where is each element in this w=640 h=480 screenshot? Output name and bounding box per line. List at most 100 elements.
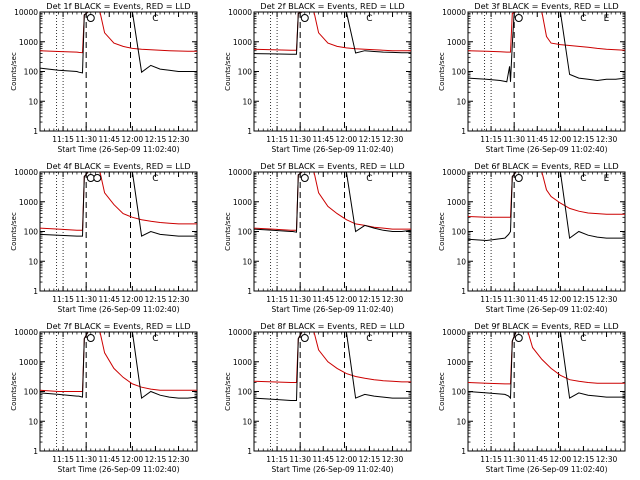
panel-title: Det 9f BLACK = Events, RED = LLD xyxy=(474,321,618,331)
y-tick-label: 10000 xyxy=(442,328,466,337)
event-marker-circle xyxy=(514,174,523,182)
x-tick-label: 11:15 xyxy=(480,455,502,464)
y-axis-label: Counts/sec xyxy=(438,52,446,91)
y-axis-label: Counts/sec xyxy=(438,372,446,411)
detector-panel-2: Det 2f BLACK = Events, RED = LLD 1 10 100 10… xyxy=(224,1,412,154)
x-tick-label: 11:30 xyxy=(289,135,311,144)
x-tick-label: 11:30 xyxy=(289,455,311,464)
series-line-lld xyxy=(253,331,411,383)
x-tick-label: 11:15 xyxy=(266,295,288,304)
y-tick-label: 10000 xyxy=(442,8,466,17)
x-tick-label: 12:30 xyxy=(382,455,404,464)
panel-title: Det 5f BLACK = Events, RED = LLD xyxy=(260,161,404,171)
x-axis-label: Start Time (26-Sep-09 11:02:40) xyxy=(486,465,608,474)
x-tick-label: 12:30 xyxy=(382,295,404,304)
event-marker-label: C xyxy=(366,14,372,24)
detector-panel-1: Det 1f BLACK = Events, RED = LLD 1 10 100 10… xyxy=(10,1,198,154)
x-tick-label: 11:45 xyxy=(526,455,548,464)
y-tick-label: 1000 xyxy=(447,38,466,47)
x-tick-label: 12:30 xyxy=(596,455,618,464)
detector-panel-9: Det 9f BLACK = Events, RED = LLD 1 10 100 10… xyxy=(438,321,626,474)
series-line-lld xyxy=(39,11,197,54)
event-marker-label: C xyxy=(580,334,586,344)
x-tick-label: 11:15 xyxy=(266,135,288,144)
y-tick-label: 10 xyxy=(242,417,252,426)
y-tick-label: 100 xyxy=(452,228,467,237)
x-tick-label: 12:00 xyxy=(550,135,572,144)
x-tick-label: 12:00 xyxy=(336,135,358,144)
x-tick-label: 12:30 xyxy=(168,455,190,464)
series-line-events xyxy=(39,331,198,399)
y-tick-label: 1 xyxy=(33,447,38,456)
x-tick-label: 11:45 xyxy=(312,455,334,464)
x-tick-label: 11:45 xyxy=(526,135,548,144)
event-marker-label: E xyxy=(604,174,610,184)
y-axis-label: Counts/sec xyxy=(224,52,232,91)
event-marker-circle xyxy=(86,14,95,22)
x-tick-label: 12:30 xyxy=(382,135,404,144)
event-marker-circle xyxy=(300,174,309,182)
series-line-events xyxy=(467,11,626,83)
x-tick-label: 12:30 xyxy=(168,135,190,144)
y-tick-label: 10000 xyxy=(442,168,466,177)
x-tick-label: 11:45 xyxy=(98,295,120,304)
x-tick-label: 12:15 xyxy=(573,135,595,144)
x-tick-label: 12:30 xyxy=(168,295,190,304)
y-tick-label: 1000 xyxy=(447,198,466,207)
x-tick-label: 11:45 xyxy=(312,295,334,304)
plot-frame xyxy=(253,11,412,132)
event-marker-label: C xyxy=(152,334,158,344)
x-tick-label: 12:00 xyxy=(336,455,358,464)
y-tick-label: 10 xyxy=(28,417,38,426)
panel-title: Det 8f BLACK = Events, RED = LLD xyxy=(260,321,404,331)
event-marker-label: E xyxy=(604,14,610,24)
y-tick-label: 1 xyxy=(461,287,466,296)
x-tick-label: 12:30 xyxy=(596,295,618,304)
plot-frame xyxy=(39,11,198,132)
x-tick-label: 12:30 xyxy=(596,135,618,144)
panel-title: Det 3f BLACK = Events, RED = LLD xyxy=(474,1,618,11)
x-tick-label: 12:15 xyxy=(573,455,595,464)
y-tick-label: 1000 xyxy=(19,38,38,47)
x-axis-label: Start Time (26-Sep-09 11:02:40) xyxy=(58,145,180,154)
x-tick-label: 12:00 xyxy=(336,295,358,304)
plot-frame xyxy=(39,171,198,292)
x-axis-label: Start Time (26-Sep-09 11:02:40) xyxy=(486,145,608,154)
event-marker-label: C xyxy=(366,174,372,184)
y-tick-label: 10000 xyxy=(14,328,38,337)
x-tick-label: 11:45 xyxy=(312,135,334,144)
event-marker-circle xyxy=(514,14,523,22)
x-tick-label: 12:00 xyxy=(122,455,144,464)
x-axis-label: Start Time (26-Sep-09 11:02:40) xyxy=(58,465,180,474)
y-axis-label: Counts/sec xyxy=(438,212,446,251)
detector-panel-6: Det 6f BLACK = Events, RED = LLD 1 10 100 10… xyxy=(438,161,626,314)
series-line-events xyxy=(467,171,625,242)
series-line-lld xyxy=(39,171,197,231)
x-tick-label: 11:30 xyxy=(503,295,525,304)
y-tick-label: 10 xyxy=(242,257,252,266)
x-tick-label: 11:30 xyxy=(503,135,525,144)
plot-frame xyxy=(253,331,412,452)
x-tick-label: 12:15 xyxy=(145,455,167,464)
event-marker-circle xyxy=(86,174,95,182)
detector-panel-3: Det 3f BLACK = Events, RED = LLD 1 10 100 10… xyxy=(438,1,626,154)
x-axis-label: Start Time (26-Sep-09 11:02:40) xyxy=(272,145,394,154)
y-axis-label: Counts/sec xyxy=(10,52,18,91)
x-tick-label: 12:00 xyxy=(122,135,144,144)
panel-title: Det 2f BLACK = Events, RED = LLD xyxy=(260,1,404,11)
x-tick-label: 11:30 xyxy=(75,295,97,304)
y-tick-label: 10 xyxy=(456,97,466,106)
x-tick-label: 12:15 xyxy=(359,135,381,144)
y-tick-label: 100 xyxy=(24,68,39,77)
x-tick-label: 11:15 xyxy=(480,135,502,144)
y-tick-label: 1 xyxy=(247,287,252,296)
event-marker-label: C xyxy=(152,14,158,24)
x-tick-label: 11:15 xyxy=(52,455,74,464)
y-tick-label: 100 xyxy=(452,388,467,397)
x-tick-label: 11:30 xyxy=(503,455,525,464)
panel-title: Det 1f BLACK = Events, RED = LLD xyxy=(46,1,190,11)
y-tick-label: 1 xyxy=(33,287,38,296)
y-tick-label: 10000 xyxy=(228,168,252,177)
y-tick-label: 1 xyxy=(461,127,466,136)
